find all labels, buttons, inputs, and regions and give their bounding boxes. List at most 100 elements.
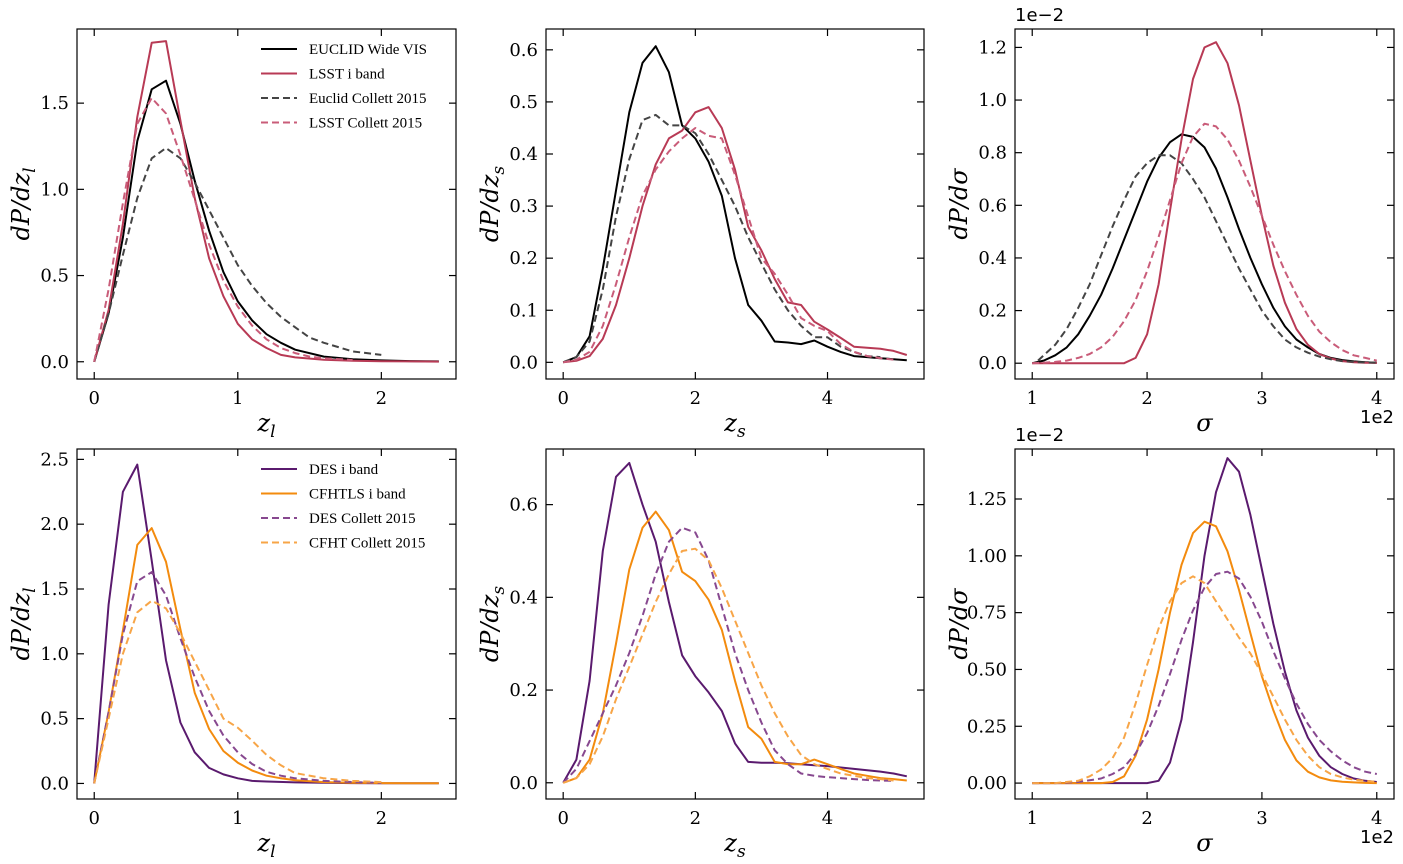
y-tick-label: 0.6 (509, 495, 538, 516)
axes-frame (545, 448, 925, 800)
y-tick-label: 0.4 (509, 587, 538, 608)
y-axis-label: dP/dzs (476, 586, 509, 663)
series-line-cfht_collett (1032, 575, 1377, 785)
x-tick-label: 1 (1027, 808, 1038, 829)
x-tick-label: 2 (376, 388, 387, 409)
series-line-cfht_collett (93, 599, 382, 784)
x-offset-label: 1e2 (1360, 827, 1394, 848)
series-line-des (562, 461, 908, 784)
axes-frame (76, 28, 457, 380)
series-line-des_collett (562, 526, 894, 784)
y-tick-label: 0.6 (978, 195, 1007, 216)
series-line-cfhtls (1032, 520, 1377, 785)
y-tick-label: 1.5 (40, 579, 69, 600)
x-tick-label: 4 (1371, 808, 1382, 829)
y-tick-label: 0.0 (978, 353, 1007, 374)
panel-bottom-middle: 0 2 4 0.0 0.2 0.4 0.6 zs dP/dzs (476, 448, 925, 862)
legend-label: CFHTLS i band (309, 487, 406, 503)
axes-frame (1014, 28, 1395, 380)
x-tick-label: 1 (232, 388, 243, 409)
legend-label: DES i band (309, 462, 379, 478)
axes-frame (1014, 448, 1395, 800)
y-axis-label: dP/dzs (476, 166, 509, 243)
x-offset-label: 1e2 (1360, 407, 1394, 428)
y-tick-label: 1.5 (40, 93, 69, 114)
x-tick-label: 4 (1371, 388, 1382, 409)
y-axis-label: dP/dzl (7, 587, 40, 660)
legend-label: DES Collett 2015 (309, 511, 416, 527)
series-line-des_collett (93, 571, 382, 784)
series-line-lsst (1032, 41, 1377, 365)
x-tick-label: 0 (557, 388, 568, 409)
x-tick-label: 4 (822, 388, 833, 409)
y-tick-label: 2.0 (40, 514, 69, 535)
y-tick-label: 0.2 (509, 680, 538, 701)
x-tick-label: 1 (1027, 388, 1038, 409)
y-tick-label: 0.4 (978, 248, 1007, 269)
x-axis-label: zl (256, 409, 275, 442)
x-tick-label: 4 (822, 808, 833, 829)
y-tick-label: 0.25 (967, 716, 1007, 737)
panel-top-middle: 0 2 4 0.0 0.1 0.2 0.3 0.4 0.5 0.6 zs dP/dzs (476, 28, 925, 442)
y-tick-label: 1.0 (40, 644, 69, 665)
x-axis-label: zl (256, 829, 275, 862)
series-line-lsst_collett (1032, 122, 1378, 365)
legend-label: LSST Collett 2015 (309, 116, 422, 132)
panel-bottom-right: 1 2 3 4 0.00 0.25 0.50 0.75 1.00 1.25 σ dP/dσ 1e−2 1e… (945, 425, 1395, 857)
x-tick-label: 0 (89, 388, 100, 409)
panel-top-right: 1 2 3 4 0.0 0.2 0.4 0.6 0.8 1.0 1.2 σ dP/dσ 1e−2 1e2 (945, 5, 1395, 437)
x-tick-label: 2 (1141, 388, 1152, 409)
series-group (1031, 41, 1378, 365)
legend-label: LSST i band (309, 67, 385, 83)
y-tick-label: 0.1 (509, 300, 538, 321)
panel-top-left: 0 1 2 0.0 0.5 1.0 1.5 zl dP/dzl EUCLID Wide VIS LS… (7, 28, 457, 442)
panel-bottom-left: 0 1 2 0.0 0.5 1.0 1.5 2.0 2.5 zl dP/dzl DES i band C… (7, 448, 457, 862)
y-tick-label: 0.00 (967, 773, 1007, 794)
x-tick-label: 1 (232, 808, 243, 829)
x-axis-label: σ (1196, 409, 1213, 437)
x-tick-label: 2 (690, 388, 701, 409)
series-group (562, 461, 908, 784)
series-line-lsst (563, 106, 908, 364)
series-group (93, 40, 439, 363)
series-line-cfht_collett (562, 547, 894, 784)
x-tick-label: 2 (376, 808, 387, 829)
y-tick-label: 2.5 (40, 449, 69, 470)
y-tick-label: 0.2 (509, 248, 538, 269)
y-tick-label: 0.8 (978, 143, 1007, 164)
series-line-euclid_collett (562, 113, 881, 364)
y-offset-label: 1e−2 (1015, 425, 1064, 446)
series-line-euclid (1031, 133, 1377, 365)
y-axis-label: dP/dσ (945, 588, 973, 660)
x-tick-label: 3 (1256, 808, 1267, 829)
x-tick-label: 0 (557, 808, 568, 829)
series-group (93, 463, 439, 785)
x-axis-label: σ (1196, 829, 1213, 857)
series-line-cfhtls (562, 510, 907, 784)
series-group (562, 45, 908, 364)
y-tick-label: 1.25 (967, 489, 1007, 510)
y-tick-label: 0.75 (967, 603, 1007, 624)
series-group (1032, 457, 1377, 785)
y-tick-label: 1.00 (967, 546, 1007, 567)
y-tick-label: 0.5 (509, 92, 538, 113)
x-tick-label: 3 (1256, 388, 1267, 409)
x-tick-label: 0 (89, 808, 100, 829)
y-tick-label: 0.3 (509, 196, 538, 217)
series-line-euclid_collett (93, 147, 382, 363)
x-axis-label: zs (723, 409, 746, 442)
y-axis-label: dP/dzl (7, 167, 40, 240)
series-line-euclid (562, 45, 907, 364)
y-tick-label: 0.2 (978, 301, 1007, 322)
axes-frame (76, 448, 457, 800)
x-tick-label: 2 (1141, 808, 1152, 829)
y-tick-label: 0.0 (509, 773, 538, 794)
y-tick-label: 0.0 (509, 352, 538, 373)
y-tick-label: 0.5 (40, 266, 69, 287)
y-axis-label: dP/dσ (945, 168, 973, 240)
axes-frame (545, 28, 925, 380)
legend-label: Euclid Collett 2015 (309, 91, 427, 107)
y-tick-label: 1.2 (978, 37, 1007, 58)
legend-label: EUCLID Wide VIS (309, 42, 427, 58)
